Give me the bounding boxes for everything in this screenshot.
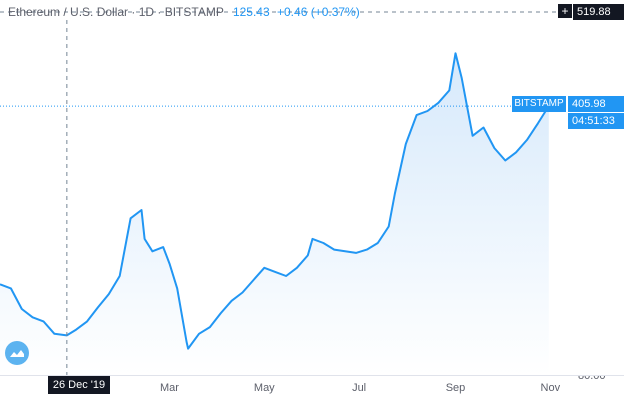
crosshair-date-label: 26 Dec '19 (48, 376, 110, 394)
series-line (0, 52, 550, 350)
x-tick-label: Mar (160, 382, 179, 394)
countdown-tag: 04:51:33 (568, 113, 624, 129)
x-tick-label: Nov (541, 382, 561, 394)
last-price-tag: 405.98 (568, 96, 624, 112)
series-area-fill (0, 53, 549, 376)
symbol-label: Ethereum / U.S. Dollar · 1D · BITSTAMP (8, 5, 224, 19)
tradingview-logo-icon[interactable] (5, 341, 29, 365)
x-tick-label: Jul (352, 382, 366, 394)
x-tick-label: Sep (446, 382, 466, 394)
exchange-tag: BITSTAMP (512, 96, 566, 112)
price-axis-background (556, 0, 624, 375)
legend-value: 125.43 (232, 5, 270, 19)
crosshair-price-label: 519.88 (573, 4, 624, 20)
chart-legend: Ethereum / U.S. Dollar · 1D · BITSTAMP 1… (8, 5, 360, 19)
plus-icon[interactable]: + (558, 4, 572, 18)
legend-change: +0.46 (+0.37%) (277, 5, 360, 19)
logo-glyph (10, 350, 24, 357)
x-tick-label: May (254, 382, 275, 394)
